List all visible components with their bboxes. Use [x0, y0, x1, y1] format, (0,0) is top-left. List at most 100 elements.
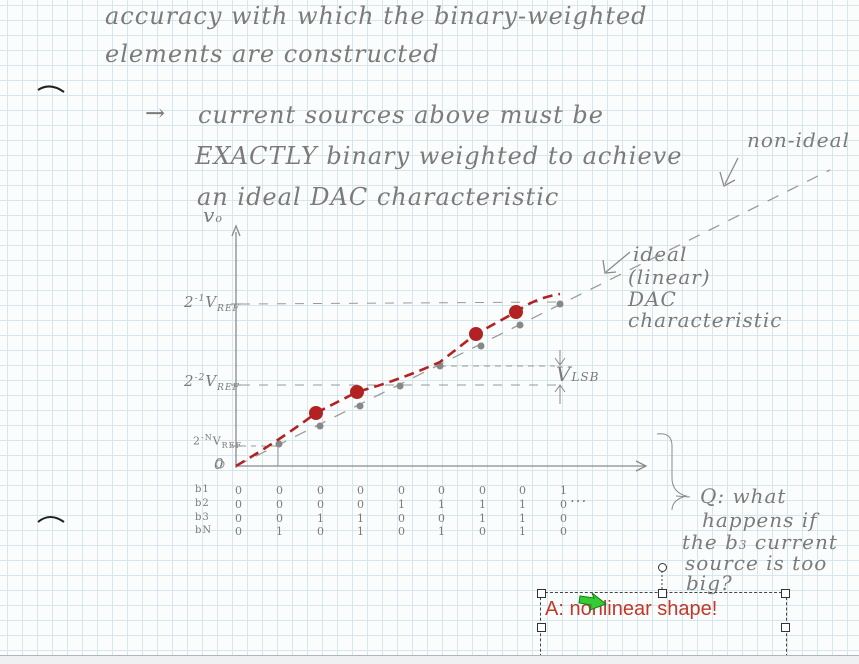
bit-ellipsis: ...: [570, 488, 588, 506]
bit-value: 0: [519, 484, 527, 497]
bit-value: 0: [479, 484, 487, 497]
non-ideal-label: non-ideal: [747, 128, 850, 152]
bit-value: 1: [560, 484, 568, 497]
bit-value: 0: [560, 512, 568, 525]
origin-marker: [215, 459, 225, 469]
bit-value: 0: [235, 512, 243, 525]
ideal-label-3: DAC: [628, 287, 677, 311]
bit-value: 0: [438, 484, 446, 497]
bit-value: 0: [560, 498, 568, 511]
resize-handle-t[interactable]: [658, 589, 667, 598]
page-curl-mark-bottom: [37, 516, 65, 523]
bit-label: b3: [195, 512, 210, 523]
tick-label-top: 2-1VREF: [184, 293, 240, 314]
bit-value: 0: [276, 512, 284, 525]
bit-value: 1: [357, 525, 365, 538]
bit-value: 0: [235, 484, 243, 497]
bit-value: 1: [479, 512, 487, 525]
ideal-label-4: characteristic: [628, 308, 783, 332]
tick-label-mid: 2-2VREF: [184, 372, 240, 393]
bit-label: b2: [195, 498, 210, 509]
bit-value: 1: [398, 498, 406, 511]
ideal-point: [556, 300, 564, 308]
ref-line-top: [240, 301, 561, 305]
question-line-2: happens if: [702, 508, 818, 532]
ideal-point: [316, 422, 324, 430]
bit-value: 0: [398, 512, 406, 525]
bit-value: 1: [519, 498, 527, 511]
bit-value: 0: [276, 498, 284, 511]
non-ideal-point: [509, 305, 523, 319]
bit-value: 1: [519, 525, 527, 538]
bit-value: 0: [357, 484, 365, 497]
ideal-point: [396, 382, 404, 390]
bit-value: 0: [398, 525, 406, 538]
rotate-handle[interactable]: [658, 563, 667, 572]
non-ideal-point: [350, 385, 364, 399]
horizontal-scrollbar[interactable]: [0, 655, 859, 664]
question-brace: [656, 433, 688, 511]
answer-text[interactable]: A: nonlinear shape!: [545, 598, 718, 620]
question-line-1: Q: what: [700, 484, 787, 508]
bit-value: 0: [317, 484, 325, 497]
vlsb-up-arrow-icon: [554, 384, 566, 404]
question-line-5: big?: [686, 571, 733, 595]
resize-handle-tl[interactable]: [537, 589, 546, 598]
page-curl-mark-top: [37, 85, 65, 93]
ideal-point: [516, 321, 524, 329]
bit-value: 0: [235, 525, 243, 538]
note-line-5: an ideal DAC characteristic: [197, 183, 560, 211]
bit-value: 1: [519, 512, 527, 525]
non-ideal-point: [309, 406, 323, 420]
question-arrow-icon: [675, 495, 691, 498]
non-ideal-points: [309, 305, 523, 420]
ideal-label-2: (linear): [628, 265, 711, 289]
bit-value: 1: [438, 498, 446, 511]
bit-value: 1: [357, 512, 365, 525]
ideal-point: [477, 342, 485, 350]
bit-value: 0: [235, 498, 243, 511]
vlsb-down-arrow-icon: [554, 350, 566, 366]
bit-value: 0: [560, 525, 568, 538]
bit-value: 0: [357, 498, 365, 511]
note-line-2: elements are constructed: [105, 40, 440, 68]
resize-handle-l[interactable]: [537, 623, 546, 632]
arrow-icon: →: [145, 99, 167, 127]
bit-value: 0: [438, 512, 446, 525]
non-ideal-point: [469, 327, 483, 341]
y-axis-arrow-icon: [231, 224, 241, 237]
non-ideal-arrow-icon: [719, 157, 739, 187]
bit-label: bN: [195, 525, 213, 536]
vlsb-label: VLSB: [556, 362, 600, 386]
bit-value: 0: [276, 484, 284, 497]
move-cursor-icon: [578, 592, 608, 611]
bit-value: 1: [438, 525, 446, 538]
ideal-point: [275, 440, 283, 448]
ideal-point: [356, 402, 364, 410]
non-ideal-curve: [235, 292, 561, 468]
x-axis-arrow-icon: [635, 460, 648, 472]
ideal-arrow-icon: [602, 251, 631, 274]
bit-label: b1: [195, 484, 210, 495]
resize-handle-r[interactable]: [781, 623, 790, 632]
note-line-1: accuracy with which the binary-weighted: [105, 2, 648, 30]
origin-label: 0: [214, 455, 225, 473]
ideal-points: [275, 300, 564, 448]
ideal-line: [235, 169, 831, 467]
tick-label-low: 2-NVREF: [193, 433, 243, 450]
question-line-4: source is too: [685, 551, 828, 575]
y-axis-label: vo: [203, 203, 223, 227]
note-line-4: EXACTLY binary weighted to achieve: [195, 142, 683, 170]
bit-value: 1: [317, 512, 325, 525]
bit-value: 0: [398, 484, 406, 497]
bit-value: 0: [317, 498, 325, 511]
bit-value: 1: [276, 525, 284, 538]
note-line-3: current sources above must be: [198, 101, 604, 129]
bit-value: 1: [479, 498, 487, 511]
resize-handle-tr[interactable]: [781, 589, 790, 598]
bit-value: 0: [317, 525, 325, 538]
bit-value: 0: [479, 525, 487, 538]
question-line-3: the b3 current: [682, 530, 838, 554]
